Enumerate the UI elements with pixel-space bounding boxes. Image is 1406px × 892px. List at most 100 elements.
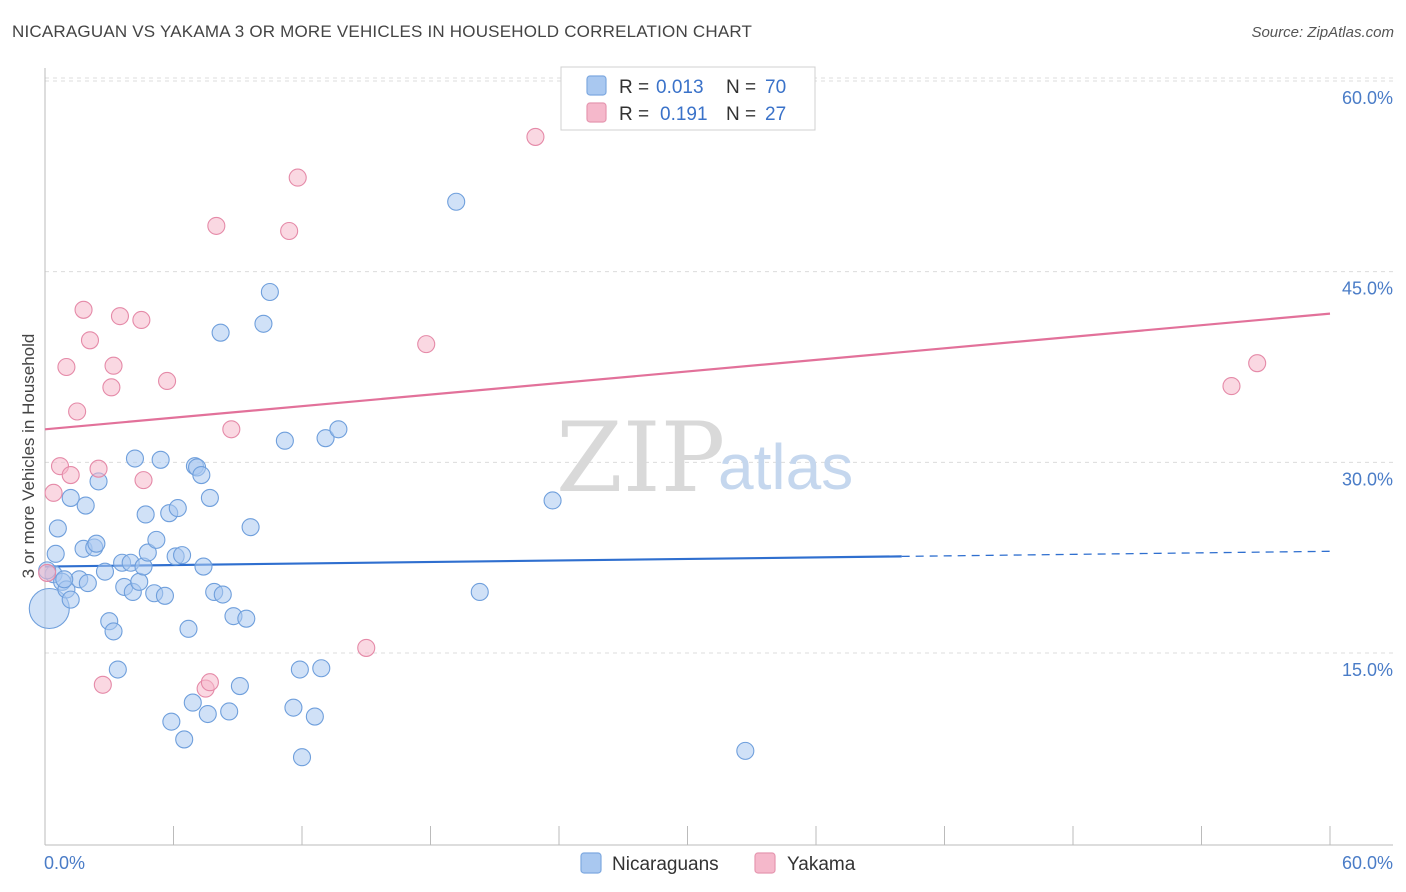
trend-lines [44, 312, 1331, 568]
bottom-legend-nicaraguans: Nicaraguans [612, 854, 719, 875]
y-tick-label: 60.0% [1342, 88, 1393, 108]
bottom-legend: Nicaraguans Yakama [580, 852, 856, 875]
yakama-point [80, 331, 100, 350]
yakama-point [134, 471, 153, 490]
yakama-point [74, 300, 93, 319]
nicaraguan-point [316, 429, 335, 448]
yakama-point [61, 465, 80, 485]
yakama-point [110, 307, 130, 326]
yakama-point [280, 221, 299, 241]
legend-r-value-1: 0.013 [656, 77, 704, 98]
nicaraguan-point [543, 491, 562, 510]
y-tick-label: 30.0% [1342, 469, 1393, 489]
yakama-point [68, 402, 87, 421]
gridlines [45, 77, 1393, 654]
watermark-atlas: atlas [718, 431, 853, 503]
legend-n-value-2: 27 [765, 104, 786, 125]
nicaraguan-point [198, 704, 217, 724]
nicaraguan-point [241, 518, 260, 537]
legend-n-value-1: 70 [765, 77, 786, 98]
nicaraguan-point [284, 698, 303, 717]
yakama-point [222, 420, 241, 439]
nicaraguan-point [305, 707, 324, 726]
nicaraguan-point [173, 546, 192, 565]
nicaraguan-point [192, 465, 211, 485]
nicaraguan-point [237, 609, 256, 628]
yakama-point [44, 483, 63, 502]
yakama-point [526, 127, 545, 146]
nicaraguan-point [46, 544, 65, 563]
nicaraguan-point [61, 488, 80, 507]
bottom-legend-yakama: Yakama [787, 854, 856, 875]
trend-line-nicaraguans-extension [901, 550, 1331, 558]
nicaraguan-point [151, 450, 170, 469]
nicaraguan-point [200, 488, 219, 507]
nicaraguan-point [447, 192, 466, 211]
chart-title: NICARAGUAN VS YAKAMA 3 OR MORE VEHICLES … [12, 22, 753, 41]
nicaraguan-point [220, 702, 239, 721]
legend-n-label-2: N = [726, 104, 756, 125]
nicaraguan-point [275, 431, 294, 450]
nicaraguan-point [147, 530, 166, 549]
legend-swatch-nicaraguans [586, 75, 607, 96]
yakama-point [102, 378, 121, 397]
watermark: ZIP atlas [556, 402, 853, 514]
legend-swatch-yakama [586, 102, 607, 123]
nicaraguan-point [138, 543, 157, 562]
tick-labels: 0.0% 60.0% 15.0% 30.0% 45.0% 60.0% [44, 88, 1393, 873]
nicaraguan-point [104, 622, 123, 641]
trend-line-nicaraguans [44, 555, 902, 568]
y-axis-label: 3 or more Vehicles in Household [19, 334, 38, 579]
nicaraguan-point [292, 748, 312, 767]
x-tick-max: 60.0% [1342, 853, 1393, 873]
yakama-point [132, 310, 151, 330]
nicaraguan-point [329, 420, 348, 439]
yakama-point [158, 371, 177, 391]
legend-r-label-2: R = [619, 104, 649, 125]
nicaraguan-point [213, 585, 232, 604]
nicaraguan-point [254, 314, 273, 333]
nicaraguan-point [78, 574, 97, 593]
axes [44, 68, 1393, 846]
yakama-point [38, 563, 57, 582]
yakama-point [57, 357, 76, 377]
nicaraguan-point [76, 496, 95, 515]
source-label: Source: ZipAtlas.com [1251, 24, 1394, 41]
nicaraguan-point [168, 499, 187, 518]
nicaraguan-point [95, 562, 115, 581]
legend-n-label-1: N = [726, 77, 756, 98]
nicaraguan-point [87, 534, 106, 553]
nicaraguan-point [108, 660, 127, 679]
nicaraguan-point [175, 730, 194, 749]
yakama-point [89, 459, 108, 478]
y-tick-label: 15.0% [1342, 660, 1393, 680]
yakama-point [288, 168, 307, 187]
x-tick-min: 0.0% [44, 853, 85, 873]
bottom-swatch-yakama [754, 852, 776, 874]
nicaraguan-point [55, 570, 74, 589]
yakama-point [104, 356, 123, 375]
nicaraguan-point [290, 660, 309, 679]
y-tick-label: 45.0% [1342, 279, 1393, 299]
legend-r-value-2: 0.191 [660, 104, 708, 125]
nicaraguan-point [312, 659, 331, 678]
nicaraguan-point [736, 741, 755, 760]
nicaraguan-point [136, 505, 155, 524]
yakama-point [207, 216, 226, 235]
legend-r-label-1: R = [619, 77, 649, 98]
yakama-point [417, 335, 436, 354]
yakama-point [93, 675, 112, 694]
nicaraguan-point [130, 572, 149, 591]
nicaraguan-point [470, 582, 489, 602]
nicaraguan-point [260, 282, 279, 302]
trend-line-yakama [44, 312, 1331, 431]
nicaraguan-point [194, 557, 213, 576]
nicaraguan-point [230, 676, 249, 696]
watermark-zip: ZIP [556, 402, 725, 514]
yakama-point [357, 638, 376, 657]
nicaraguan-point [183, 693, 202, 712]
bottom-swatch-nicaraguans [580, 852, 602, 874]
yakama-point [1248, 354, 1267, 373]
yakama-point [200, 673, 219, 692]
